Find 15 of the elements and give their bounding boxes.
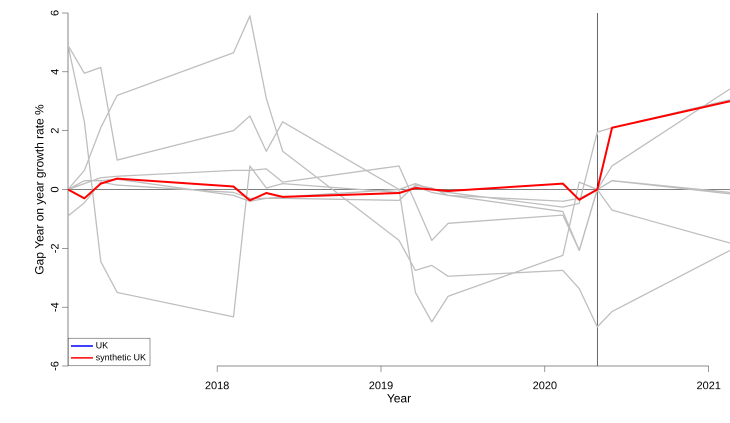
x-tick-label: 2018 — [205, 382, 229, 390]
x-tick-label: 2021 — [697, 382, 720, 390]
x-tick-label: 2020 — [533, 382, 557, 390]
y-tick-label: 2 — [50, 128, 58, 134]
y-tick-label: 0 — [50, 186, 58, 192]
x-tick-label: 2019 — [369, 382, 393, 390]
x-axis-title: Year — [387, 394, 411, 402]
y-tick-label: 6 — [50, 10, 58, 16]
y-tick-label: 4 — [50, 69, 58, 75]
legend-label: UK — [96, 342, 108, 348]
y-tick-label: -6 — [50, 362, 58, 370]
y-tick-label: -2 — [50, 244, 58, 253]
legend-label: synthetic UK — [96, 354, 146, 362]
y-tick-label: -4 — [50, 302, 58, 312]
y-axis-title: Gap Year on year growth rate % — [34, 104, 46, 274]
